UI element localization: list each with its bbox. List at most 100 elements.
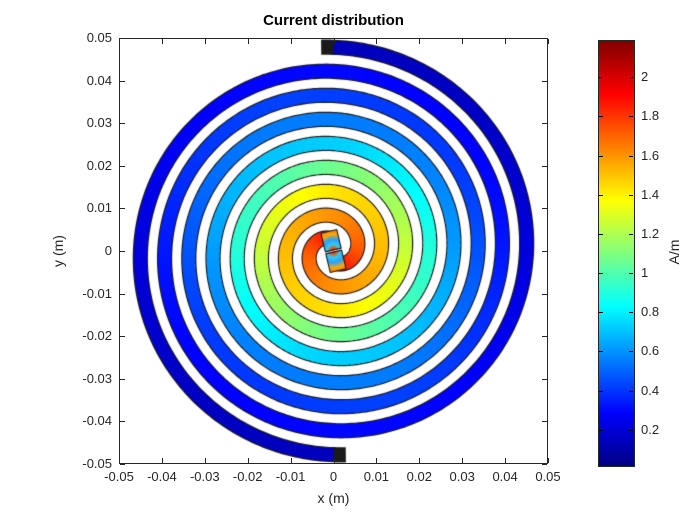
y-tick-mark bbox=[542, 378, 547, 380]
y-tick-label: 0.02 bbox=[86, 157, 112, 173]
colorbar-tick-mark bbox=[629, 116, 633, 118]
x-tick-mark bbox=[204, 39, 206, 44]
y-tick-mark bbox=[542, 208, 547, 210]
colorbar-tick-label: 0.2 bbox=[641, 421, 660, 437]
colorbar-tick-mark bbox=[599, 390, 603, 392]
x-tick-mark bbox=[333, 39, 335, 44]
colorbar-tick-mark bbox=[629, 155, 633, 157]
y-tick-label: -0.05 bbox=[82, 456, 112, 471]
y-tick-mark bbox=[120, 378, 125, 380]
colorbar-tick-label: 2 bbox=[641, 69, 649, 85]
colorbar-tick-mark bbox=[629, 390, 633, 392]
colorbar-tick-label: 1.2 bbox=[641, 225, 660, 241]
colorbar-tick-label: 0.4 bbox=[641, 382, 660, 398]
y-tick-label: -0.02 bbox=[82, 328, 112, 344]
x-tick-mark bbox=[419, 458, 421, 463]
colorbar-tick-label: 0.8 bbox=[641, 304, 660, 320]
colorbar-tick-mark bbox=[629, 312, 633, 314]
colorbar-tick-mark bbox=[599, 351, 603, 353]
y-tick-mark bbox=[120, 464, 125, 465]
colorbar-tick-label: 1.4 bbox=[641, 186, 660, 202]
colorbar-tick-mark bbox=[629, 351, 633, 353]
x-tick-label: 0.04 bbox=[492, 469, 518, 484]
x-tick-mark bbox=[548, 39, 549, 44]
y-tick-mark bbox=[542, 336, 547, 338]
colorbar-unit-label: A/m bbox=[666, 239, 682, 265]
colorbar bbox=[598, 40, 635, 467]
x-tick-mark bbox=[376, 39, 378, 44]
x-tick-mark bbox=[505, 39, 507, 44]
x-tick-label: 0 bbox=[329, 469, 338, 484]
y-tick-mark bbox=[542, 293, 547, 295]
x-tick-mark bbox=[161, 39, 163, 44]
x-tick-label: 0.05 bbox=[535, 469, 561, 484]
colorbar-tick-mark bbox=[629, 273, 633, 275]
x-axis-label: x (m) bbox=[317, 490, 350, 506]
y-tick-mark bbox=[542, 80, 547, 82]
x-tick-mark bbox=[119, 39, 120, 44]
y-tick-mark bbox=[542, 123, 547, 125]
y-tick-mark bbox=[120, 165, 125, 167]
y-tick-label: 0.04 bbox=[86, 72, 112, 88]
colorbar-tick-mark bbox=[599, 429, 603, 431]
y-tick-mark bbox=[120, 336, 125, 338]
spiral-current-plot bbox=[119, 38, 548, 464]
x-tick-mark bbox=[333, 458, 335, 463]
y-tick-mark bbox=[120, 293, 125, 295]
x-tick-mark bbox=[247, 458, 249, 463]
chart-title: Current distribution bbox=[263, 12, 404, 29]
colorbar-tick-label: 1.6 bbox=[641, 147, 660, 163]
y-tick-mark bbox=[120, 251, 125, 252]
y-tick-mark bbox=[542, 38, 547, 39]
x-tick-mark bbox=[419, 39, 421, 44]
colorbar-tick-mark bbox=[629, 233, 633, 235]
colorbar-tick-label: 1 bbox=[641, 265, 649, 281]
x-tick-mark bbox=[204, 458, 206, 463]
y-tick-mark bbox=[542, 464, 547, 465]
x-tick-label: -0.05 bbox=[104, 469, 134, 484]
colorbar-tick-mark bbox=[599, 233, 603, 235]
x-tick-mark bbox=[548, 458, 549, 463]
x-tick-label: -0.03 bbox=[189, 469, 220, 484]
x-tick-mark bbox=[161, 458, 163, 463]
y-tick-label: -0.03 bbox=[82, 370, 112, 386]
colorbar-tick-mark bbox=[629, 194, 633, 196]
y-tick-mark bbox=[120, 208, 125, 210]
x-tick-mark bbox=[290, 458, 292, 463]
x-tick-label: 0.01 bbox=[363, 469, 390, 484]
colorbar-tick-mark bbox=[599, 77, 603, 79]
y-tick-mark bbox=[120, 80, 125, 82]
x-tick-label: -0.01 bbox=[275, 469, 306, 484]
x-tick-label: -0.02 bbox=[232, 469, 263, 484]
y-tick-mark bbox=[120, 123, 125, 125]
x-tick-mark bbox=[247, 39, 249, 44]
y-tick-label: 0.03 bbox=[86, 115, 112, 131]
colorbar-tick-mark bbox=[599, 116, 603, 118]
y-tick-label: -0.01 bbox=[82, 285, 112, 301]
colorbar-tick-mark bbox=[599, 194, 603, 196]
y-tick-mark bbox=[120, 38, 125, 39]
x-tick-mark bbox=[119, 458, 120, 463]
x-tick-mark bbox=[376, 458, 378, 463]
x-tick-mark bbox=[290, 39, 292, 44]
colorbar-tick-mark bbox=[599, 273, 603, 275]
colorbar-tick-mark bbox=[629, 77, 633, 79]
x-tick-mark bbox=[462, 39, 464, 44]
x-tick-label: 0.02 bbox=[406, 469, 432, 484]
x-tick-mark bbox=[505, 458, 507, 463]
colorbar-tick-mark bbox=[599, 155, 603, 157]
x-tick-label: -0.04 bbox=[147, 469, 177, 484]
y-tick-label: 0.05 bbox=[86, 30, 112, 45]
y-tick-mark bbox=[542, 165, 547, 167]
y-tick-label: 0 bbox=[104, 243, 112, 258]
x-tick-label: 0.03 bbox=[449, 469, 475, 484]
y-tick-label: -0.04 bbox=[82, 413, 112, 429]
y-tick-label: 0.01 bbox=[86, 200, 112, 216]
colorbar-tick-label: 0.6 bbox=[641, 343, 660, 359]
y-tick-mark bbox=[542, 251, 547, 252]
x-tick-mark bbox=[462, 458, 464, 463]
colorbar-tick-label: 1.8 bbox=[641, 108, 660, 124]
y-tick-mark bbox=[542, 421, 547, 423]
colorbar-tick-mark bbox=[629, 429, 633, 431]
